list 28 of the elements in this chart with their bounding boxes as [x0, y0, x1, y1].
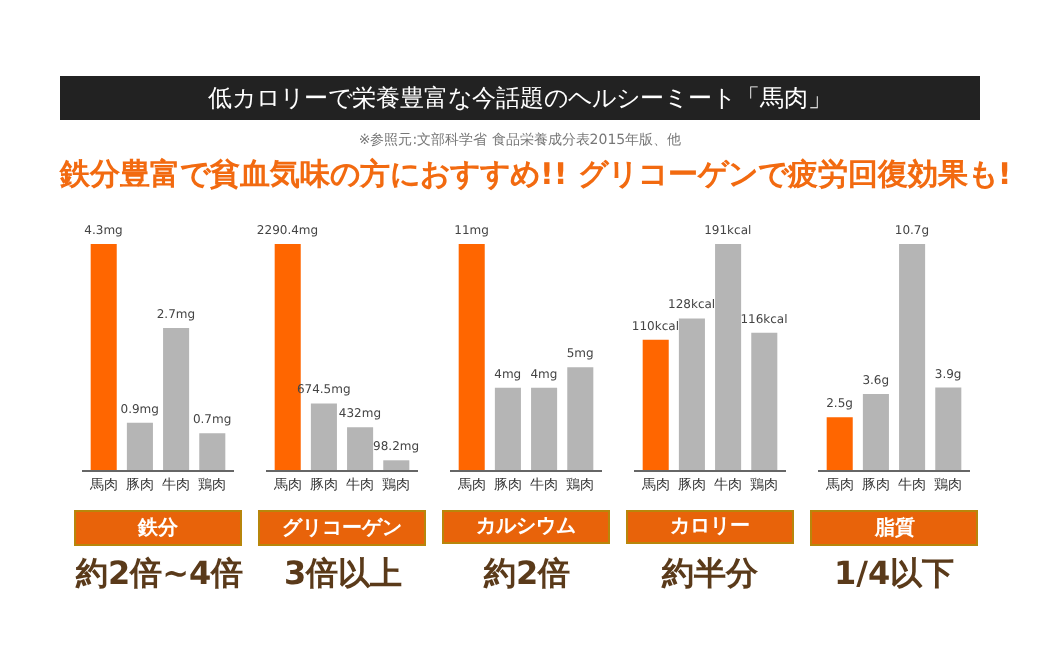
bar — [90, 243, 117, 470]
bar — [935, 387, 962, 470]
text: 約半分 — [660, 554, 760, 592]
bar — [310, 403, 337, 470]
text: 鉄分豊富で貧血気味の方におすすめ!! グリコーゲンで疲労回復効果も! — [60, 156, 1012, 194]
text: 約2倍~4倍 — [74, 554, 244, 592]
bar — [126, 422, 153, 470]
x-axis-title: カロリー — [670, 516, 750, 538]
x-axis-title: 脂質 — [873, 516, 915, 540]
bar — [715, 243, 742, 470]
bar — [751, 332, 778, 470]
x-axis-title: カルシウム — [476, 516, 576, 538]
bar — [274, 243, 301, 470]
bar — [163, 328, 190, 470]
bar — [642, 339, 669, 470]
text: 約2倍 — [482, 554, 571, 592]
bar — [678, 318, 705, 470]
bar — [383, 460, 410, 470]
bar — [199, 433, 226, 470]
x-axis-title: グリコーゲン — [282, 516, 402, 540]
bar — [826, 417, 853, 470]
bar — [347, 427, 374, 470]
bar — [899, 243, 926, 470]
text: 3倍以上 — [284, 554, 403, 592]
text: 低カロリーで栄養豊富な今話題のヘルシーミート「馬肉」 — [60, 76, 980, 120]
x-axis-title: 鉄分 — [136, 516, 180, 540]
text: 1/4以下 — [834, 554, 955, 592]
bar — [862, 393, 889, 470]
